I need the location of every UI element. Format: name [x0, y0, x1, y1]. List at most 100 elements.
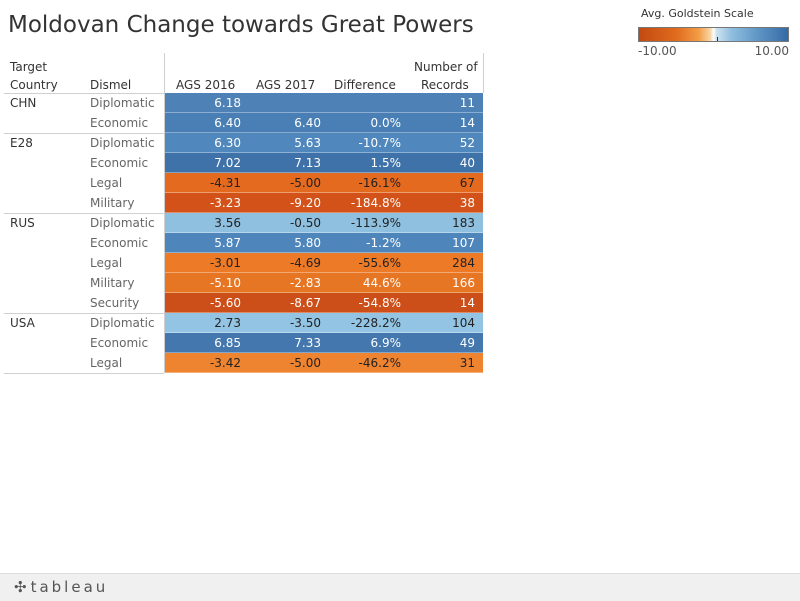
- row-dismel-label: Military: [90, 196, 135, 210]
- cell-ags-2016: 5.87: [214, 236, 241, 250]
- row-dismel-label: Military: [90, 276, 135, 290]
- table-row[interactable]: 2.73 -3.50 -228.2% 104: [165, 313, 483, 333]
- legend-zero-tick: [717, 37, 718, 41]
- table-row[interactable]: 7.02 7.13 1.5% 40: [165, 153, 483, 173]
- table-row[interactable]: -4.31 -5.00 -16.1% 67: [165, 173, 483, 193]
- cell-records: 31: [459, 356, 475, 370]
- cell-ags-2016: -3.23: [209, 196, 241, 210]
- header-records-line2: Records: [421, 78, 469, 92]
- row-dismel-label: Diplomatic: [90, 96, 155, 110]
- table-row-header-divider: [164, 53, 165, 373]
- cell-ags-2017: [249, 93, 329, 113]
- cell-ags-2017: 7.33: [294, 336, 321, 350]
- tableau-plus-icon: ✣: [14, 578, 27, 596]
- cell-ags-2016: 6.30: [214, 136, 241, 150]
- cell-difference: [329, 93, 409, 113]
- cell-ags-2017: 7.13: [294, 156, 321, 170]
- cell-ags-2016: -5.10: [209, 276, 241, 290]
- cell-ags-2016: 7.02: [214, 156, 241, 170]
- cell-ags-2017: -5.00: [289, 356, 321, 370]
- table-row[interactable]: 6.85 7.33 6.9% 49: [165, 333, 483, 353]
- country-group-divider: [4, 213, 164, 214]
- row-dismel-label: Economic: [90, 116, 149, 130]
- row-country-label: CHN: [10, 96, 37, 110]
- header-ags-2017: AGS 2017: [256, 78, 316, 92]
- tableau-logo-text: tableau: [30, 578, 109, 596]
- cell-ags-2017: 5.80: [294, 236, 321, 250]
- cell-difference: 44.6%: [362, 276, 401, 290]
- header-target-line1: Target: [10, 60, 48, 74]
- table-row[interactable]: -5.60 -8.67 -54.8% 14: [165, 293, 483, 313]
- cell-difference: -1.2%: [366, 236, 401, 250]
- legend-min-label: -10.00: [638, 44, 677, 58]
- cell-difference: -16.1%: [358, 176, 401, 190]
- cell-ags-2017: 5.63: [294, 136, 321, 150]
- cell-ags-2016: -4.31: [209, 176, 241, 190]
- cell-ags-2017: -0.50: [289, 216, 321, 230]
- cell-records: 14: [459, 116, 475, 130]
- legend-title: Avg. Goldstein Scale: [641, 7, 754, 20]
- cell-difference: 1.5%: [370, 156, 402, 170]
- cell-records: 40: [459, 156, 475, 170]
- tableau-logo[interactable]: ✣ tableau: [14, 578, 108, 596]
- chart-title: Moldovan Change towards Great Powers: [8, 12, 474, 38]
- table-row[interactable]: 6.30 5.63 -10.7% 52: [165, 133, 483, 153]
- cell-difference: -113.9%: [350, 216, 401, 230]
- table-row[interactable]: 5.87 5.80 -1.2% 107: [165, 233, 483, 253]
- footer-bar: ✣ tableau: [0, 573, 800, 601]
- row-dismel-label: Economic: [90, 156, 149, 170]
- header-dismel: Dismel: [90, 78, 132, 92]
- row-dismel-label: Diplomatic: [90, 216, 155, 230]
- cell-difference: 6.9%: [370, 336, 402, 350]
- cell-ags-2017: -2.83: [289, 276, 321, 290]
- cell-records: 38: [459, 196, 475, 210]
- cell-ags-2016: 6.85: [214, 336, 241, 350]
- cell-records: 14: [459, 296, 475, 310]
- cell-records: 52: [459, 136, 475, 150]
- cell-ags-2017: 6.40: [294, 116, 321, 130]
- table-row[interactable]: -3.23 -9.20 -184.8% 38: [165, 193, 483, 213]
- legend-max-label: 10.00: [754, 44, 789, 58]
- row-dismel-label: Legal: [90, 256, 123, 270]
- cell-difference: -228.2%: [350, 316, 401, 330]
- color-legend: Avg. Goldstein Scale -10.00 10.00: [638, 7, 794, 58]
- row-dismel-label: Legal: [90, 176, 123, 190]
- cell-ags-2016: 2.73: [214, 316, 241, 330]
- table-row[interactable]: 3.56 -0.50 -113.9% 183: [165, 213, 483, 233]
- header-records-line1: Number of: [414, 60, 478, 74]
- row-dismel-label: Legal: [90, 356, 123, 370]
- cell-difference: -46.2%: [358, 356, 401, 370]
- cell-ags-2017: -9.20: [289, 196, 321, 210]
- table-row[interactable]: -3.42 -5.00 -46.2% 31: [165, 353, 483, 373]
- table-right-border: [483, 53, 484, 93]
- row-dismel-label: Economic: [90, 236, 149, 250]
- row-dismel-label: Diplomatic: [90, 316, 155, 330]
- row-country-label: USA: [10, 316, 35, 330]
- row-country-label: E28: [10, 136, 33, 150]
- cell-records: 284: [452, 256, 475, 270]
- cell-ags-2016: -3.42: [209, 356, 241, 370]
- cell-difference: 0.0%: [370, 116, 402, 130]
- header-ags-2016: AGS 2016: [176, 78, 236, 92]
- cell-ags-2016: -5.60: [209, 296, 241, 310]
- row-dismel-label: Economic: [90, 336, 149, 350]
- table-row[interactable]: 6.18 11: [165, 93, 483, 113]
- legend-gradient-bar[interactable]: [638, 27, 789, 42]
- table-row[interactable]: 6.40 6.40 0.0% 14: [165, 113, 483, 133]
- cell-records: 104: [452, 316, 475, 330]
- country-group-divider: [4, 313, 164, 314]
- country-group-divider: [4, 133, 164, 134]
- cell-ags-2016: 3.56: [214, 216, 241, 230]
- cell-records: 183: [452, 216, 475, 230]
- cell-difference: -55.6%: [358, 256, 401, 270]
- header-difference: Difference: [334, 78, 396, 92]
- cell-difference: -54.8%: [358, 296, 401, 310]
- table-row[interactable]: -3.01 -4.69 -55.6% 284: [165, 253, 483, 273]
- cell-records: 166: [452, 276, 475, 290]
- row-dismel-label: Security: [90, 296, 140, 310]
- row-dismel-label: Diplomatic: [90, 136, 155, 150]
- cell-ags-2017: -5.00: [289, 176, 321, 190]
- cell-ags-2016: -3.01: [209, 256, 241, 270]
- row-country-label: RUS: [10, 216, 35, 230]
- table-row[interactable]: -5.10 -2.83 44.6% 166: [165, 273, 483, 293]
